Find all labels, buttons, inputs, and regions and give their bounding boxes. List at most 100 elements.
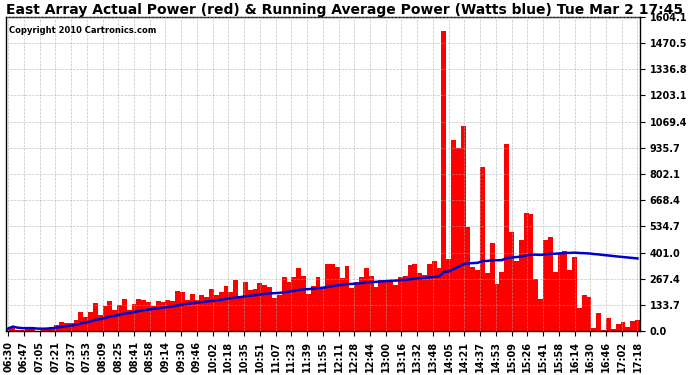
Bar <box>161 302 166 331</box>
Bar <box>339 278 344 331</box>
Bar <box>59 322 64 331</box>
Bar <box>500 272 504 331</box>
Bar <box>219 292 224 331</box>
Bar <box>301 276 306 331</box>
Bar <box>166 300 170 331</box>
Bar <box>103 306 108 331</box>
Bar <box>403 276 408 331</box>
Bar <box>320 287 325 331</box>
Bar <box>137 299 141 331</box>
Bar <box>180 292 185 331</box>
Bar <box>277 295 282 331</box>
Bar <box>432 261 437 331</box>
Bar <box>20 330 25 331</box>
Bar <box>471 267 475 331</box>
Text: Copyright 2010 Cartronics.com: Copyright 2010 Cartronics.com <box>9 26 156 35</box>
Bar <box>257 283 262 331</box>
Bar <box>620 322 625 331</box>
Bar <box>582 296 586 331</box>
Bar <box>93 303 98 331</box>
Bar <box>606 318 611 331</box>
Bar <box>25 329 30 331</box>
Bar <box>185 300 190 331</box>
Bar <box>635 320 640 331</box>
Bar <box>122 299 127 331</box>
Bar <box>325 264 330 331</box>
Bar <box>388 281 393 331</box>
Bar <box>577 308 582 331</box>
Bar <box>330 264 335 331</box>
Bar <box>156 301 161 331</box>
Bar <box>451 140 456 331</box>
Bar <box>615 324 620 331</box>
Bar <box>306 294 310 331</box>
Bar <box>466 227 471 331</box>
Bar <box>586 297 591 331</box>
Bar <box>199 295 204 331</box>
Bar <box>214 295 219 331</box>
Bar <box>625 327 630 331</box>
Bar <box>344 266 349 331</box>
Bar <box>44 329 49 331</box>
Bar <box>190 294 195 331</box>
Bar <box>282 278 286 331</box>
Bar <box>543 240 548 331</box>
Bar <box>243 282 248 331</box>
Bar <box>601 330 606 331</box>
Bar <box>253 289 257 331</box>
Bar <box>296 268 301 331</box>
Bar <box>558 254 562 331</box>
Bar <box>64 322 69 331</box>
Bar <box>596 313 601 331</box>
Bar <box>30 329 34 331</box>
Bar <box>10 327 15 331</box>
Bar <box>127 310 132 331</box>
Bar <box>591 328 596 331</box>
Bar <box>504 144 509 331</box>
Bar <box>548 237 553 331</box>
Bar <box>79 312 83 331</box>
Bar <box>490 243 495 331</box>
Bar <box>417 273 422 331</box>
Bar <box>209 290 214 331</box>
Bar <box>442 31 446 331</box>
Bar <box>108 301 112 331</box>
Bar <box>6 329 10 331</box>
Bar <box>141 300 146 331</box>
Bar <box>98 315 103 331</box>
Bar <box>74 320 79 331</box>
Bar <box>572 258 577 331</box>
Bar <box>379 280 384 331</box>
Bar <box>495 284 500 331</box>
Bar <box>611 329 615 331</box>
Bar <box>398 277 403 331</box>
Bar <box>262 285 267 331</box>
Bar <box>437 268 442 331</box>
Bar <box>384 280 388 331</box>
Bar <box>524 213 529 331</box>
Bar <box>427 264 432 331</box>
Bar <box>475 270 480 331</box>
Bar <box>364 268 368 331</box>
Bar <box>461 126 466 331</box>
Bar <box>359 277 364 331</box>
Bar <box>413 264 417 331</box>
Bar <box>408 265 413 331</box>
Bar <box>228 292 233 331</box>
Bar <box>170 301 175 331</box>
Bar <box>480 167 485 331</box>
Bar <box>267 287 272 331</box>
Bar <box>456 148 461 331</box>
Bar <box>519 240 524 331</box>
Bar <box>315 277 320 331</box>
Bar <box>310 286 315 331</box>
Bar <box>422 275 427 331</box>
Bar <box>233 280 238 331</box>
Bar <box>538 299 543 331</box>
Bar <box>562 252 567 331</box>
Bar <box>630 321 635 331</box>
Bar <box>112 310 117 331</box>
Bar <box>175 291 180 331</box>
Bar <box>88 312 93 331</box>
Bar <box>509 232 514 331</box>
